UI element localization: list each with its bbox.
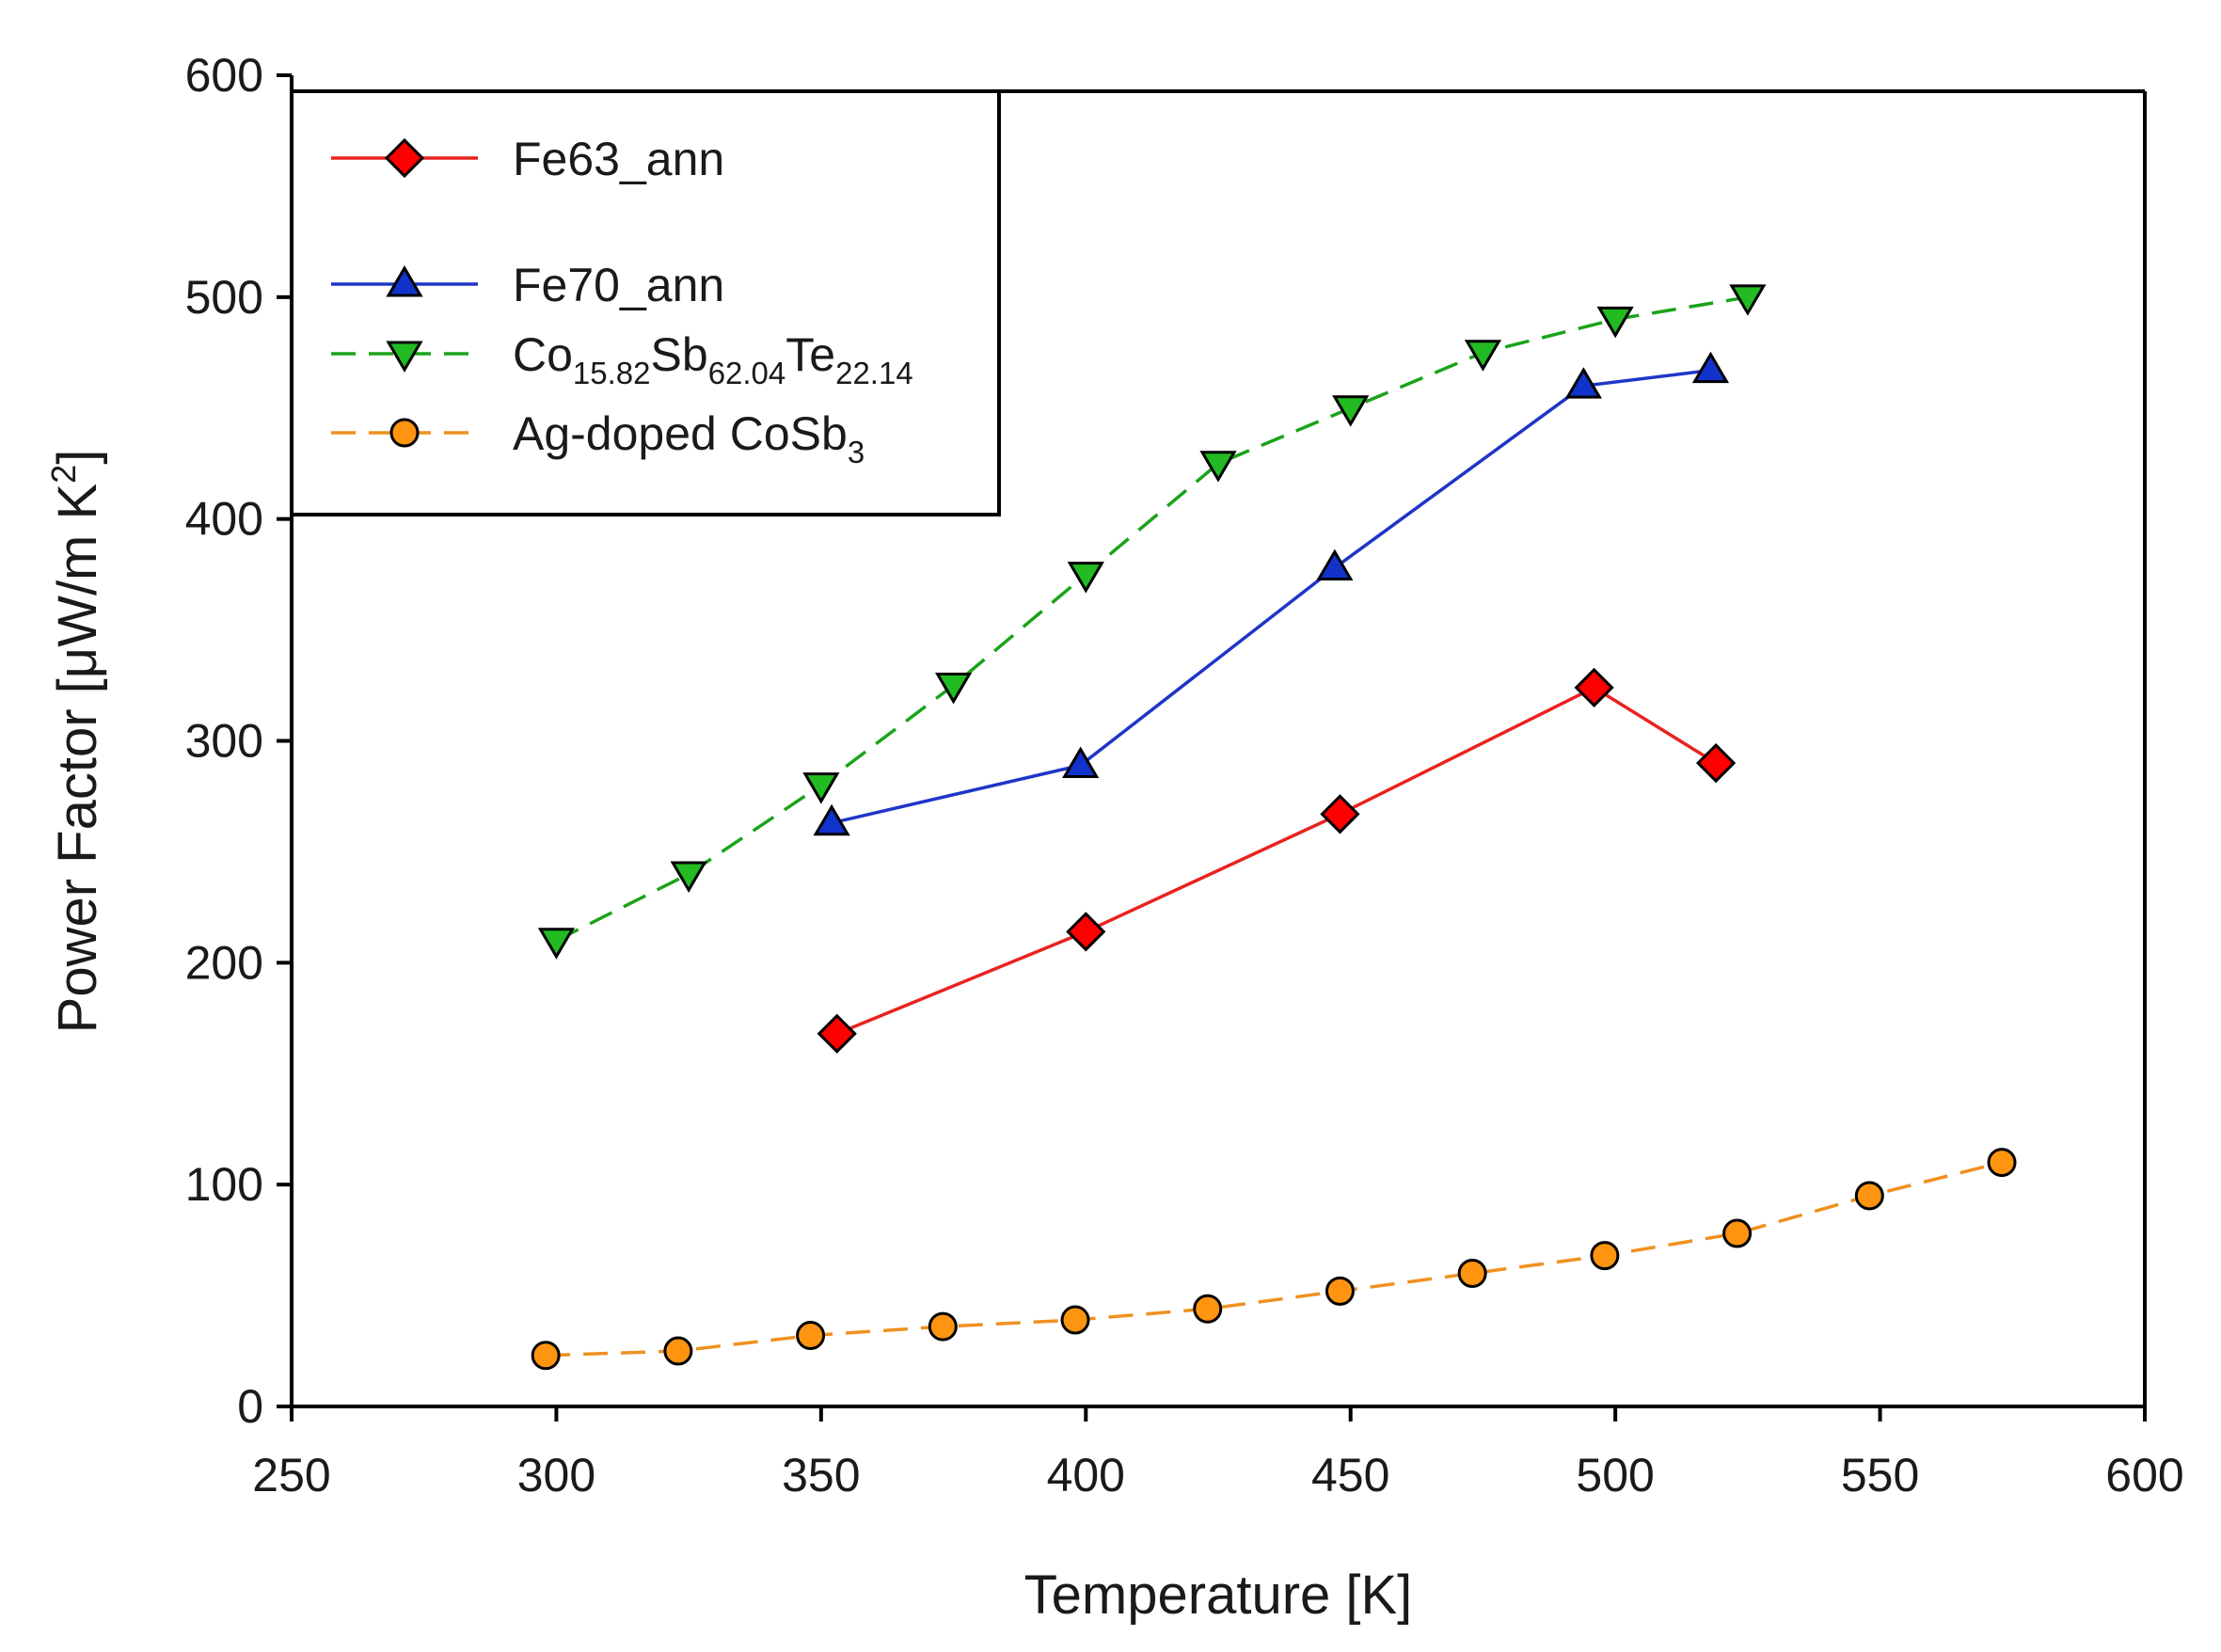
data-point bbox=[934, 673, 973, 705]
data-point bbox=[1729, 284, 1767, 316]
y-axis-title: Power Factor [μW/m K2] bbox=[44, 450, 108, 1034]
data-point bbox=[928, 1311, 958, 1342]
data-point bbox=[813, 803, 850, 836]
y-tick-label: 400 bbox=[185, 493, 263, 546]
legend-label: Ag-doped CoSb3​ bbox=[513, 407, 865, 469]
legend-label-subscript: 62.04 bbox=[708, 356, 786, 390]
x-axis-title: Temperature [K] bbox=[1024, 1565, 1413, 1626]
legend-entry-ag-doped-cosb3: Ag-doped CoSb3​ bbox=[331, 407, 865, 469]
y-axis-title-main: Power Factor [μW/m K bbox=[47, 484, 108, 1034]
legend-entry-co15-82sb62-04te22-14: Co15.82​Sb62.04​Te22.14​ bbox=[331, 328, 913, 390]
legend-label-subscript: 15.82 bbox=[573, 356, 651, 390]
legend: Fe63_ann Fe70_ann Co15.82​Sb62.04​Te22.14​… bbox=[290, 89, 1001, 516]
data-point bbox=[817, 1013, 857, 1054]
data-point bbox=[1691, 351, 1730, 384]
legend-marker bbox=[389, 418, 420, 448]
legend-items: Fe63_ann Fe70_ann Co15.82​Sb62.04​Te22.14​… bbox=[331, 133, 913, 469]
x-tick-label: 350 bbox=[782, 1449, 860, 1501]
data-point bbox=[670, 861, 707, 893]
legend-marker bbox=[386, 341, 423, 373]
y-tick-label: 100 bbox=[185, 1158, 263, 1211]
series-co15-82sb62-04te22-14 bbox=[537, 284, 1767, 960]
data-point bbox=[1854, 1181, 1884, 1211]
data-point bbox=[1199, 451, 1237, 483]
data-point bbox=[1332, 395, 1370, 427]
data-point bbox=[1596, 306, 1634, 339]
series-fe63-ann bbox=[817, 667, 1737, 1054]
data-point bbox=[1316, 548, 1354, 581]
data-point bbox=[537, 928, 576, 960]
data-point bbox=[1060, 1305, 1090, 1335]
data-point bbox=[1067, 562, 1104, 594]
data-point bbox=[1722, 1218, 1753, 1248]
y-tick-label: 0 bbox=[237, 1380, 263, 1433]
x-tick-label: 550 bbox=[1841, 1449, 1919, 1501]
data-point bbox=[1574, 667, 1614, 708]
data-point bbox=[1062, 746, 1100, 778]
x-tick-label: 300 bbox=[517, 1449, 595, 1501]
x-tick-label: 600 bbox=[2105, 1449, 2183, 1501]
data-point bbox=[1564, 367, 1602, 399]
legend-label-part: Sb bbox=[651, 328, 708, 381]
legend-label: Co15.82​Sb62.04​Te22.14​ bbox=[513, 328, 913, 390]
y-tick-label: 600 bbox=[185, 49, 263, 102]
data-point bbox=[1193, 1294, 1223, 1324]
series-line bbox=[555, 295, 1749, 943]
data-point bbox=[663, 1336, 693, 1366]
data-point bbox=[1320, 794, 1360, 834]
x-tick-label: 450 bbox=[1311, 1449, 1389, 1501]
y-tick-label: 200 bbox=[185, 936, 263, 989]
legend-label-subscript: 3 bbox=[848, 435, 865, 469]
series-ag-doped-cosb3 bbox=[531, 1148, 2017, 1371]
data-point bbox=[531, 1341, 561, 1371]
legend-label-part: Te bbox=[785, 328, 835, 381]
x-tick-label: 400 bbox=[1047, 1449, 1125, 1501]
x-tick-label: 500 bbox=[1576, 1449, 1654, 1501]
y-axis-title-close: ] bbox=[47, 450, 108, 465]
legend-marker bbox=[386, 265, 423, 297]
legend-entry-fe63-ann: Fe63_ann bbox=[331, 133, 724, 185]
data-point bbox=[1457, 1259, 1487, 1288]
data-point bbox=[1464, 340, 1502, 372]
legend-label-part: Fe63_ann bbox=[513, 133, 724, 185]
data-point bbox=[1695, 742, 1737, 784]
legend-label: Fe63_ann bbox=[513, 133, 724, 185]
series-line bbox=[546, 1160, 2003, 1358]
y-axis-title-sup: 2 bbox=[44, 465, 83, 484]
data-point bbox=[802, 772, 840, 804]
ticks: 250 300 350 400 450 500 550 600 0 100 200 300 400 500… bbox=[185, 49, 2184, 1501]
legend-label-part: Ag-doped CoSb bbox=[513, 407, 848, 460]
y-tick-label: 300 bbox=[185, 715, 263, 768]
legend-label-subscript: 22.14 bbox=[835, 356, 913, 390]
legend-label: Fe70_ann bbox=[513, 259, 724, 311]
y-tick-label: 500 bbox=[185, 271, 263, 324]
data-point bbox=[796, 1321, 826, 1351]
x-tick-label: 250 bbox=[252, 1449, 330, 1501]
series-fe70-ann bbox=[813, 351, 1730, 836]
data-point bbox=[1987, 1148, 2017, 1178]
data-point bbox=[1066, 912, 1106, 952]
legend-entry-fe70-ann: Fe70_ann bbox=[331, 259, 724, 311]
series-layer bbox=[531, 284, 2017, 1371]
legend-label-part: Co bbox=[513, 328, 573, 381]
data-point bbox=[1590, 1241, 1620, 1271]
legend-label-part: Fe70_ann bbox=[513, 259, 724, 311]
data-point bbox=[1325, 1276, 1355, 1306]
legend-marker bbox=[384, 137, 425, 179]
